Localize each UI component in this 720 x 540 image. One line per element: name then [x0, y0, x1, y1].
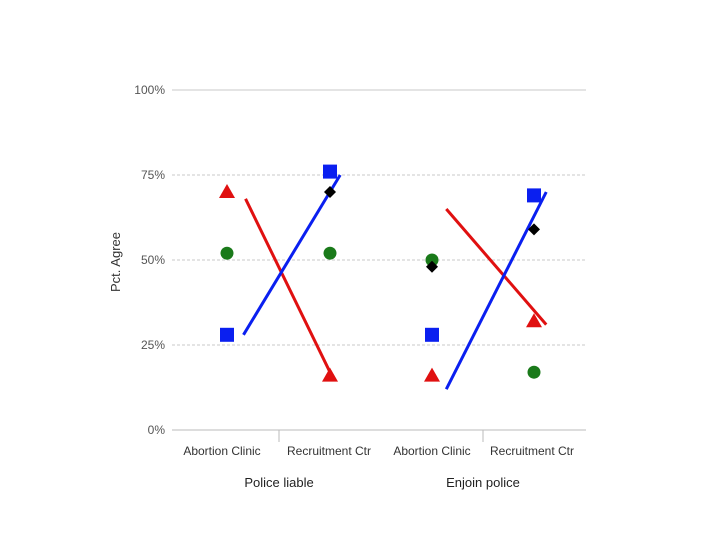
label-layer: 0% 25% 50% 75% 100% Abortion Clinic Recruitmen… — [134, 83, 574, 490]
x-category-label: Abortion Clinic — [183, 444, 260, 458]
x-category-label: Recruitment Ctr — [490, 444, 574, 458]
green-circle-point — [220, 246, 234, 260]
y-axis-title: Pct. Agree — [108, 232, 123, 292]
green-circle-point — [323, 246, 337, 260]
marker-layer — [219, 164, 542, 382]
blue-line-police-liable — [242, 174, 342, 336]
green-circle-point — [527, 365, 541, 379]
blue-square-point — [220, 327, 234, 342]
x-category-label: Abortion Clinic — [393, 444, 470, 458]
black-diamond-point — [324, 186, 336, 198]
y-tick-label: 50% — [141, 253, 165, 267]
axis-layer — [172, 429, 586, 442]
y-tick-label: 75% — [141, 168, 165, 182]
red-triangle-point — [424, 367, 440, 382]
x-group-label: Enjoin police — [446, 475, 520, 490]
y-tick-label: 25% — [141, 338, 165, 352]
black-diamond-point — [528, 223, 540, 236]
red-triangle-point — [322, 367, 338, 382]
blue-square-point — [323, 164, 337, 179]
trend-line-layer — [242, 174, 548, 390]
blue-square-point — [425, 327, 439, 342]
y-tick-label: 100% — [134, 83, 165, 97]
blue-square-point — [527, 188, 541, 203]
red-line-enjoin-police — [445, 208, 548, 326]
y-tick-label: 0% — [148, 423, 166, 437]
x-category-label: Recruitment Ctr — [287, 444, 371, 458]
blue-line-enjoin-police — [444, 191, 548, 390]
green-circle-point — [425, 253, 439, 267]
x-group-label: Police liable — [244, 475, 313, 490]
red-triangle-point — [219, 184, 235, 198]
red-line-police-liable — [244, 198, 332, 373]
red-triangle-point — [526, 313, 542, 328]
grid-layer — [172, 89, 586, 346]
black-diamond-point — [426, 260, 438, 273]
